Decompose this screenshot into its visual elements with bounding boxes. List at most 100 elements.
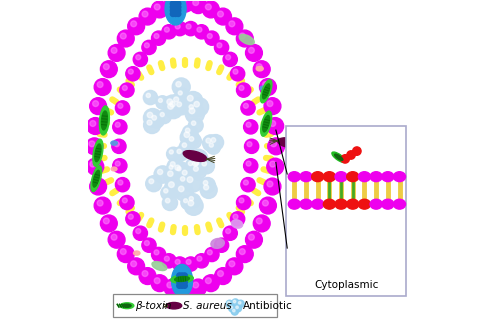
Circle shape <box>190 163 206 179</box>
Circle shape <box>147 120 152 125</box>
Ellipse shape <box>256 66 264 71</box>
Circle shape <box>182 276 188 281</box>
Circle shape <box>172 257 187 271</box>
Circle shape <box>182 125 198 140</box>
Circle shape <box>231 308 238 315</box>
Circle shape <box>184 21 198 36</box>
Circle shape <box>184 132 190 137</box>
Circle shape <box>176 1 181 6</box>
Ellipse shape <box>260 111 272 136</box>
Circle shape <box>202 161 206 166</box>
Circle shape <box>256 218 262 224</box>
Circle shape <box>234 305 242 312</box>
Circle shape <box>204 185 208 190</box>
Circle shape <box>233 69 238 74</box>
Circle shape <box>202 275 220 292</box>
Ellipse shape <box>332 152 345 162</box>
Circle shape <box>189 149 208 168</box>
Circle shape <box>164 100 183 119</box>
Circle shape <box>256 64 262 70</box>
Circle shape <box>246 161 251 166</box>
Circle shape <box>176 5 181 10</box>
Ellipse shape <box>324 199 336 209</box>
Ellipse shape <box>165 0 186 25</box>
Circle shape <box>214 268 232 284</box>
Circle shape <box>194 101 200 107</box>
Circle shape <box>170 162 175 167</box>
Circle shape <box>188 200 194 206</box>
Circle shape <box>267 158 283 175</box>
Circle shape <box>190 279 206 296</box>
Ellipse shape <box>95 144 101 162</box>
Ellipse shape <box>300 172 312 182</box>
Circle shape <box>267 181 273 187</box>
Circle shape <box>270 141 276 147</box>
Circle shape <box>90 121 96 126</box>
Circle shape <box>230 67 244 81</box>
Circle shape <box>118 30 134 47</box>
Circle shape <box>233 214 238 219</box>
Circle shape <box>167 99 172 105</box>
Circle shape <box>87 158 104 175</box>
Circle shape <box>236 306 238 309</box>
Circle shape <box>174 146 188 161</box>
Circle shape <box>229 21 235 27</box>
Circle shape <box>115 161 120 166</box>
Ellipse shape <box>183 151 207 162</box>
Circle shape <box>89 141 95 147</box>
Circle shape <box>211 138 216 142</box>
Circle shape <box>208 135 224 150</box>
Ellipse shape <box>211 239 224 248</box>
Circle shape <box>246 231 262 248</box>
Circle shape <box>180 0 186 4</box>
Circle shape <box>142 238 156 252</box>
Circle shape <box>164 167 182 186</box>
Circle shape <box>87 118 104 135</box>
Text: β-toxin: β-toxin <box>135 301 172 311</box>
Circle shape <box>166 147 180 161</box>
Circle shape <box>202 1 220 18</box>
Circle shape <box>147 112 153 118</box>
Circle shape <box>241 177 255 192</box>
Circle shape <box>92 181 98 187</box>
Circle shape <box>90 98 106 114</box>
Circle shape <box>108 45 125 61</box>
Circle shape <box>180 276 184 281</box>
Circle shape <box>164 178 184 197</box>
Circle shape <box>206 4 212 10</box>
Circle shape <box>176 82 181 87</box>
Circle shape <box>162 25 176 39</box>
Circle shape <box>178 91 182 95</box>
Circle shape <box>180 280 184 285</box>
Circle shape <box>208 33 212 38</box>
Circle shape <box>194 161 199 165</box>
Circle shape <box>133 52 148 67</box>
Circle shape <box>162 195 178 211</box>
Circle shape <box>120 195 134 210</box>
Circle shape <box>182 170 187 175</box>
Circle shape <box>144 117 160 134</box>
Circle shape <box>175 259 180 265</box>
Ellipse shape <box>335 172 347 182</box>
Circle shape <box>240 33 245 39</box>
Ellipse shape <box>134 251 140 255</box>
Circle shape <box>164 256 170 261</box>
Ellipse shape <box>260 86 266 90</box>
Circle shape <box>190 98 208 116</box>
Circle shape <box>161 186 175 200</box>
Circle shape <box>116 177 130 192</box>
Circle shape <box>248 234 254 240</box>
Circle shape <box>177 167 181 171</box>
Circle shape <box>200 177 216 193</box>
Circle shape <box>144 109 162 127</box>
Circle shape <box>209 143 214 147</box>
Circle shape <box>170 150 173 154</box>
Circle shape <box>206 278 212 284</box>
Circle shape <box>169 165 173 169</box>
Circle shape <box>130 261 136 267</box>
Circle shape <box>166 162 180 176</box>
Circle shape <box>186 134 202 149</box>
Circle shape <box>139 268 156 284</box>
Circle shape <box>239 198 244 203</box>
Circle shape <box>100 61 117 78</box>
